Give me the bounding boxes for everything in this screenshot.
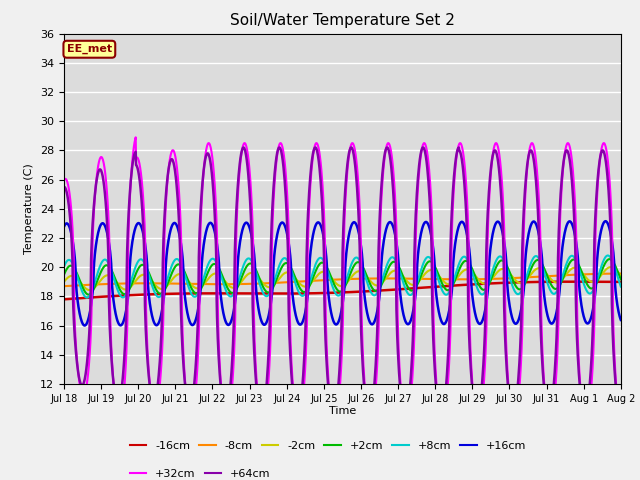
+64cm: [377, 192, 385, 198]
+16cm: [104, 231, 111, 237]
+2cm: [84, 292, 92, 298]
+8cm: [308, 272, 316, 277]
-8cm: [377, 276, 385, 281]
+32cm: [103, 191, 111, 197]
-8cm: [308, 278, 316, 284]
+32cm: [297, 413, 305, 419]
+32cm: [60, 178, 68, 183]
+16cm: [318, 227, 326, 233]
Legend: +32cm, +64cm: +32cm, +64cm: [125, 465, 275, 480]
-16cm: [567, 279, 575, 285]
+16cm: [308, 237, 316, 243]
+64cm: [617, 410, 625, 416]
+16cm: [60, 224, 68, 230]
+64cm: [103, 221, 111, 227]
+16cm: [81, 323, 89, 328]
-2cm: [297, 281, 305, 287]
+2cm: [60, 272, 68, 277]
+64cm: [308, 159, 316, 165]
+8cm: [297, 292, 305, 298]
+8cm: [83, 295, 91, 300]
-16cm: [296, 290, 304, 296]
Line: +2cm: +2cm: [64, 259, 621, 295]
+32cm: [126, 198, 134, 204]
-2cm: [126, 285, 134, 290]
+64cm: [437, 413, 445, 419]
-16cm: [318, 290, 326, 296]
Y-axis label: Temperature (C): Temperature (C): [24, 163, 35, 254]
-16cm: [308, 290, 316, 296]
+16cm: [297, 322, 305, 327]
-8cm: [617, 271, 625, 276]
+32cm: [318, 177, 326, 183]
-2cm: [104, 272, 111, 278]
+8cm: [378, 280, 385, 286]
+2cm: [318, 260, 326, 265]
-2cm: [86, 287, 93, 293]
+64cm: [296, 404, 304, 409]
Line: +16cm: +16cm: [64, 221, 621, 325]
+16cm: [126, 259, 134, 264]
+64cm: [60, 184, 68, 190]
Line: -16cm: -16cm: [64, 282, 621, 300]
+32cm: [617, 417, 625, 422]
+2cm: [606, 256, 614, 262]
+2cm: [104, 263, 111, 268]
-2cm: [607, 264, 614, 270]
Text: EE_met: EE_met: [67, 44, 112, 54]
-2cm: [60, 279, 68, 285]
+8cm: [318, 256, 326, 262]
X-axis label: Time: Time: [329, 407, 356, 417]
+64cm: [383, 144, 391, 150]
+32cm: [132, 134, 140, 140]
+32cm: [331, 418, 339, 423]
-8cm: [103, 281, 111, 287]
+16cm: [617, 317, 625, 323]
+16cm: [378, 264, 385, 269]
-8cm: [60, 283, 68, 289]
+2cm: [126, 285, 134, 291]
-16cm: [126, 292, 134, 298]
+16cm: [602, 218, 609, 224]
-2cm: [617, 273, 625, 278]
+32cm: [378, 192, 385, 198]
+64cm: [126, 192, 134, 197]
+8cm: [104, 259, 111, 264]
+2cm: [378, 283, 385, 288]
-8cm: [126, 280, 134, 286]
+8cm: [60, 264, 68, 270]
Line: +64cm: +64cm: [64, 147, 621, 416]
-16cm: [103, 294, 111, 300]
-8cm: [296, 278, 304, 284]
Line: -8cm: -8cm: [64, 274, 621, 286]
-2cm: [378, 281, 385, 287]
Title: Soil/Water Temperature Set 2: Soil/Water Temperature Set 2: [230, 13, 455, 28]
-2cm: [308, 279, 316, 285]
-16cm: [377, 288, 385, 293]
Line: +8cm: +8cm: [64, 255, 621, 298]
+2cm: [308, 277, 316, 283]
+8cm: [604, 252, 612, 258]
+8cm: [126, 281, 134, 287]
+2cm: [617, 276, 625, 282]
-16cm: [617, 279, 625, 285]
+32cm: [308, 160, 316, 166]
+2cm: [297, 287, 305, 292]
-2cm: [318, 269, 326, 275]
-8cm: [318, 277, 326, 283]
-16cm: [60, 297, 68, 302]
+64cm: [318, 195, 326, 201]
Line: +32cm: +32cm: [64, 137, 621, 420]
Line: -2cm: -2cm: [64, 267, 621, 290]
+8cm: [617, 284, 625, 289]
